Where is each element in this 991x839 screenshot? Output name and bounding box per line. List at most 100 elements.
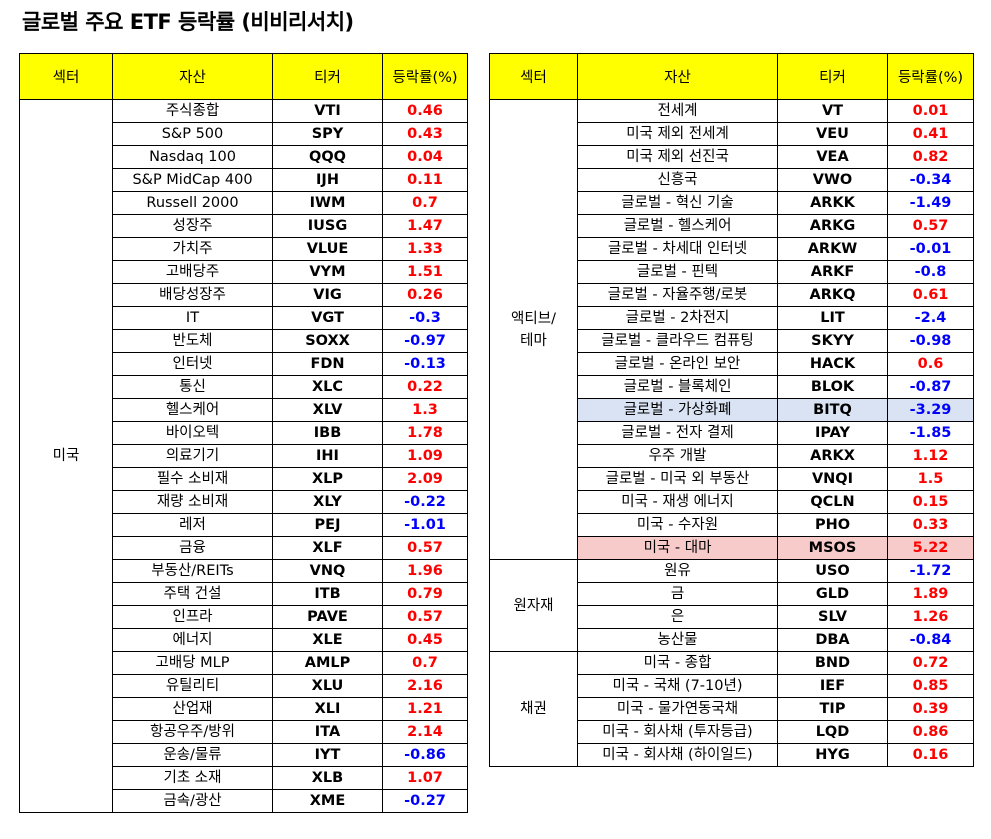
sector-cell: 원자재 <box>489 559 578 652</box>
change-cell: 0.86 <box>887 720 974 744</box>
table-row: 글로벌 - 핀텍 ARKF -0.8 <box>490 260 974 284</box>
table-row: S&P MidCap 400 IJH 0.11 <box>20 168 468 192</box>
table-row: 운송/물류 IYT -0.86 <box>20 743 468 767</box>
sector-cell: 액티브/ 테마 <box>489 99 578 560</box>
change-cell: 0.15 <box>887 490 974 514</box>
asset-cell: 미국 - 종합 <box>577 651 778 675</box>
asset-cell: 헬스케어 <box>112 398 273 422</box>
table-row: 미국 - 회사채 (하이일드) HYG 0.16 <box>490 743 974 767</box>
ticker-cell: PEJ <box>272 513 383 537</box>
change-cell: 0.45 <box>382 628 468 652</box>
asset-cell: 글로벌 - 핀텍 <box>577 260 778 284</box>
ticker-cell: XLB <box>272 766 383 790</box>
asset-cell: 글로벌 - 클라우드 컴퓨팅 <box>577 329 778 353</box>
change-cell: 0.43 <box>382 122 468 146</box>
change-cell: 0.82 <box>887 145 974 169</box>
ticker-cell: IBB <box>272 421 383 445</box>
table-row: Nasdaq 100 QQQ 0.04 <box>20 145 468 169</box>
ticker-cell: SOXX <box>272 329 383 353</box>
ticker-cell: QCLN <box>777 490 888 514</box>
asset-cell: Nasdaq 100 <box>112 145 273 169</box>
change-cell: 2.16 <box>382 674 468 698</box>
change-cell: 0.57 <box>382 605 468 629</box>
ticker-cell: VNQ <box>272 559 383 583</box>
asset-cell: 필수 소비재 <box>112 467 273 491</box>
asset-cell: 미국 - 대마 <box>577 536 778 560</box>
change-cell: 0.22 <box>382 375 468 399</box>
change-cell: -0.84 <box>887 628 974 652</box>
table-row: 글로벌 - 미국 외 부동산 VNQI 1.5 <box>490 467 974 491</box>
asset-cell: 에너지 <box>112 628 273 652</box>
asset-cell: Russell 2000 <box>112 191 273 215</box>
asset-cell: 미국 - 수자원 <box>577 513 778 537</box>
asset-cell: 재량 소비재 <box>112 490 273 514</box>
table-row: 미국 - 국채 (7-10년) IEF 0.85 <box>490 674 974 698</box>
asset-cell: 주식종합 <box>112 99 273 123</box>
ticker-cell: VLUE <box>272 237 383 261</box>
ticker-cell: ITB <box>272 582 383 606</box>
asset-cell: 글로벌 - 미국 외 부동산 <box>577 467 778 491</box>
asset-cell: 글로벌 - 자율주행/로봇 <box>577 283 778 307</box>
asset-cell: 글로벌 - 가상화폐 <box>577 398 778 422</box>
ticker-cell: LQD <box>777 720 888 744</box>
change-cell: 1.96 <box>382 559 468 583</box>
ticker-cell: XLE <box>272 628 383 652</box>
table-row: 글로벌 - 온라인 보안 HACK 0.6 <box>490 352 974 376</box>
header-ticker: 티커 <box>272 53 383 100</box>
ticker-cell: XLP <box>272 467 383 491</box>
ticker-cell: ARKX <box>777 444 888 468</box>
ticker-cell: IWM <box>272 191 383 215</box>
change-cell: 1.51 <box>382 260 468 284</box>
ticker-cell: TIP <box>777 697 888 721</box>
asset-cell: 배당성장주 <box>112 283 273 307</box>
etf-table-left: 섹터 자산 티커 등락률(%) 미국 주식종합 VTI 0.46 S&P 500 SPY 0… <box>19 53 468 813</box>
asset-cell: 미국 - 회사채 (투자등급) <box>577 720 778 744</box>
table-row: 기초 소재 XLB 1.07 <box>20 766 468 790</box>
asset-cell: 항공우주/방위 <box>112 720 273 744</box>
table-row: 글로벌 - 2차전지 LIT -2.4 <box>490 306 974 330</box>
ticker-cell: IPAY <box>777 421 888 445</box>
ticker-cell: BITQ <box>777 398 888 422</box>
etf-table-right: 섹터 자산 티커 등락률(%) 액티브/ 테마 전세계 VT 0.01 미국 제외 전세… <box>489 53 974 767</box>
table-row: 글로벌 - 블록체인 BLOK -0.87 <box>490 375 974 399</box>
asset-cell: S&P MidCap 400 <box>112 168 273 192</box>
asset-cell: 운송/물류 <box>112 743 273 767</box>
header-ticker: 티커 <box>777 53 888 100</box>
change-cell: 1.26 <box>887 605 974 629</box>
ticker-cell: ARKG <box>777 214 888 238</box>
change-cell: 0.04 <box>382 145 468 169</box>
change-cell: 0.57 <box>382 536 468 560</box>
change-cell: -1.85 <box>887 421 974 445</box>
table-row: 고배당 MLP AMLP 0.7 <box>20 651 468 675</box>
table-row: 채권 미국 - 종합 BND 0.72 <box>489 651 974 767</box>
sector-cell: 미국 <box>19 99 113 813</box>
asset-cell: 인터넷 <box>112 352 273 376</box>
ticker-cell: IEF <box>777 674 888 698</box>
ticker-cell: ITA <box>272 720 383 744</box>
asset-cell: 미국 제외 선진국 <box>577 145 778 169</box>
ticker-cell: FDN <box>272 352 383 376</box>
asset-cell: 주택 건설 <box>112 582 273 606</box>
change-cell: 1.07 <box>382 766 468 790</box>
ticker-cell: VNQI <box>777 467 888 491</box>
ticker-cell: HYG <box>777 743 888 767</box>
asset-cell: 바이오텍 <box>112 421 273 445</box>
change-cell: 0.79 <box>382 582 468 606</box>
change-cell: 0.16 <box>887 743 974 767</box>
ticker-cell: VGT <box>272 306 383 330</box>
change-cell: 0.7 <box>382 191 468 215</box>
asset-cell: 반도체 <box>112 329 273 353</box>
asset-cell: 미국 - 물가연동국채 <box>577 697 778 721</box>
table-row: 미국 - 대마 MSOS 5.22 <box>490 536 974 560</box>
asset-cell: 고배당 MLP <box>112 651 273 675</box>
ticker-cell: ARKF <box>777 260 888 284</box>
header-sector: 섹터 <box>19 53 113 100</box>
change-cell: -2.4 <box>887 306 974 330</box>
change-cell: -0.87 <box>887 375 974 399</box>
ticker-cell: XLF <box>272 536 383 560</box>
table-row: 글로벌 - 전자 결제 IPAY -1.85 <box>490 421 974 445</box>
ticker-cell: VWO <box>777 168 888 192</box>
asset-cell: 신흥국 <box>577 168 778 192</box>
asset-cell: 의료기기 <box>112 444 273 468</box>
change-cell: -3.29 <box>887 398 974 422</box>
